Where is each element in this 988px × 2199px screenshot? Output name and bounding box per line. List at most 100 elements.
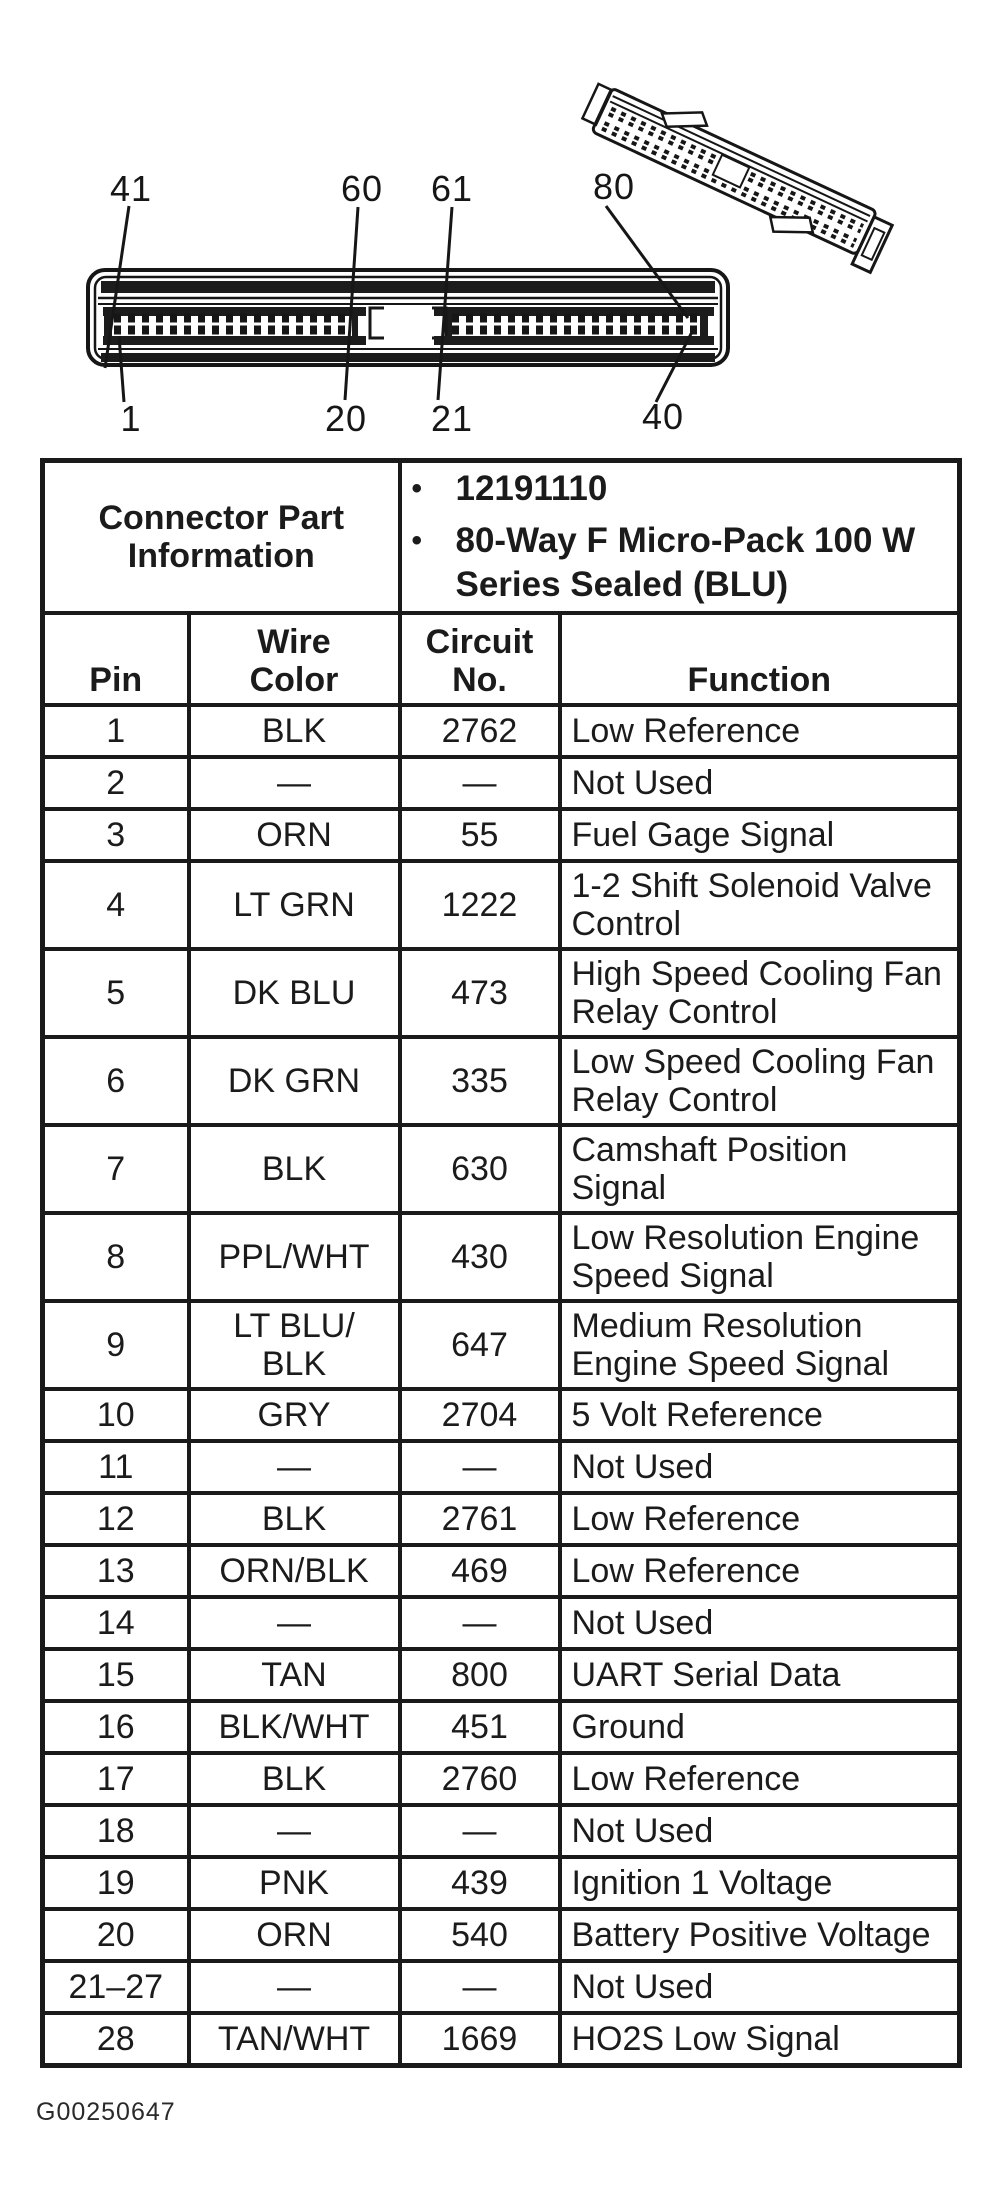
pin-cell: 9 <box>40 1299 191 1391</box>
function-cell: Not Used <box>557 1959 962 2015</box>
table-row: 11— — Not Used <box>40 1439 962 1495</box>
leader-lines <box>103 205 695 403</box>
col-header-pin: Pin <box>40 611 191 707</box>
circuit-no-cell: 473 <box>397 947 562 1039</box>
pin-40-label: 40 <box>641 396 685 437</box>
pin-cell: 20 <box>40 1907 191 1963</box>
pin-41-label: 41 <box>109 168 153 209</box>
wire-color-cell: ORN <box>186 1907 402 1963</box>
table-row: 9 LT BLU/ BLK 647 Medium Resolution Engine … <box>40 1299 962 1391</box>
wire-color-cell: GRY <box>186 1387 402 1443</box>
table-row: 5 DK BLU 473 High Speed Cooling Fan Relay C… <box>40 947 962 1039</box>
circuit-no-cell: — <box>397 1595 562 1651</box>
table-row: 10 GRY 2704 5 Volt Reference <box>40 1387 962 1443</box>
connector-front-view <box>86 268 730 367</box>
wire-color-cell: LT GRN <box>186 859 402 951</box>
table-row: 8 PPL/WHT 430 Low Resolution Engine Speed S… <box>40 1211 962 1303</box>
table-row: 28 TAN/WHT 1669 HO2S Low Signal <box>40 2011 962 2067</box>
wire-color-cell: DK BLU <box>186 947 402 1039</box>
circuit-no-cell: 469 <box>397 1543 562 1599</box>
circuit-no-cell: 1669 <box>397 2011 562 2067</box>
function-cell: Low Resolution Engine Speed Signal <box>557 1211 962 1303</box>
function-cell: Low Reference <box>557 1543 962 1599</box>
figure-id: G00250647 <box>36 2098 176 2126</box>
function-cell: Battery Positive Voltage <box>557 1907 962 1963</box>
table-row: 3 ORN 55 Fuel Gage Signal <box>40 807 962 863</box>
column-header-row: Pin Wire Color Circuit No. Function <box>40 611 962 707</box>
function-cell: Low Reference <box>557 703 962 759</box>
circuit-no-cell: 2704 <box>397 1387 562 1443</box>
circuit-no-cell: 439 <box>397 1855 562 1911</box>
table-row: 7 BLK 630 Camshaft Position Signal <box>40 1123 962 1215</box>
pin-21-label: 21 <box>430 398 474 439</box>
pin-cell: 28 <box>40 2011 191 2067</box>
pin-60-label: 60 <box>340 168 384 209</box>
leader-60-20 <box>343 206 360 401</box>
circuit-no-cell: 647 <box>397 1299 562 1391</box>
pin-20-label: 20 <box>324 398 368 439</box>
function-cell: Not Used <box>557 755 962 811</box>
function-cell: Low Speed Cooling Fan Relay Control <box>557 1035 962 1127</box>
wire-color-cell: BLK <box>186 1491 402 1547</box>
bullet-icon: • <box>411 524 423 557</box>
pin-cell: 14 <box>40 1595 191 1651</box>
wire-color-cell: — <box>186 1959 402 2015</box>
function-cell: Ignition 1 Voltage <box>557 1855 962 1911</box>
part-description: 80-Way F Micro-Pack 100 W Series Sealed … <box>455 521 916 604</box>
circuit-no-cell: — <box>397 1439 562 1495</box>
pin-cell: 8 <box>40 1211 191 1303</box>
leader-41 <box>103 205 131 369</box>
circuit-no-cell: 1222 <box>397 859 562 951</box>
connector-pinout-table: Connector Part Information • 12191110 • … <box>40 458 963 2068</box>
circuit-no-cell: 2760 <box>397 1751 562 1807</box>
leader-61-21 <box>436 206 454 401</box>
pin-cell: 12 <box>40 1491 191 1547</box>
function-cell: 1-2 Shift Solenoid Valve Control <box>557 859 962 951</box>
col-header-function: Function <box>557 611 962 707</box>
table-row: 14— — Not Used <box>40 1595 962 1651</box>
circuit-no-cell: — <box>397 1803 562 1859</box>
connector-3d-view <box>580 82 895 275</box>
wire-color-cell: BLK <box>186 1751 402 1807</box>
circuit-no-cell: 430 <box>397 1211 562 1303</box>
leader-40 <box>654 329 695 403</box>
table-row: 15 TAN 800 UART Serial Data <box>40 1647 962 1703</box>
function-cell: HO2S Low Signal <box>557 2011 962 2067</box>
pin-cell: 13 <box>40 1543 191 1599</box>
function-cell: Not Used <box>557 1439 962 1495</box>
function-cell: Ground <box>557 1699 962 1755</box>
wire-color-cell: — <box>186 1803 402 1859</box>
pin-cell: 18 <box>40 1803 191 1859</box>
circuit-no-cell: 2762 <box>397 703 562 759</box>
pin-cell: 7 <box>40 1123 191 1215</box>
table-row: 2— — Not Used <box>40 755 962 811</box>
circuit-no-cell: — <box>397 755 562 811</box>
pin-cell: 16 <box>40 1699 191 1755</box>
circuit-no-cell: 451 <box>397 1699 562 1755</box>
circuit-no-cell: 335 <box>397 1035 562 1127</box>
pin-cell: 10 <box>40 1387 191 1443</box>
pin-cell: 15 <box>40 1647 191 1703</box>
table-row: 16 BLK/WHT 451 Ground <box>40 1699 962 1755</box>
circuit-no-cell: 55 <box>397 807 562 863</box>
table-row: 13 ORN/BLK 469 Low Reference <box>40 1543 962 1599</box>
function-cell: Low Reference <box>557 1491 962 1547</box>
table-row: 6 DK GRN 335 Low Speed Cooling Fan Relay Co… <box>40 1035 962 1127</box>
part-description-item: • 80-Way F Micro-Pack 100 W Series Seale… <box>412 519 948 607</box>
function-cell: Camshaft Position Signal <box>557 1123 962 1215</box>
pin-cell: 1 <box>40 703 191 759</box>
part-number: 12191110 <box>455 469 608 508</box>
wire-color-cell: ORN/BLK <box>186 1543 402 1599</box>
table-row: 1 BLK 2762 Low Reference <box>40 703 962 759</box>
pin-cell: 19 <box>40 1855 191 1911</box>
table-row: 21–27— — Not Used <box>40 1959 962 2015</box>
col-header-circuit: Circuit No. <box>397 611 562 707</box>
table-row: 20 ORN 540 Battery Positive Voltage <box>40 1907 962 1963</box>
table-row: 18— — Not Used <box>40 1803 962 1859</box>
wire-color-cell: ORN <box>186 807 402 863</box>
wire-color-cell: PNK <box>186 1855 402 1911</box>
table-row: 19 PNK 439 Ignition 1 Voltage <box>40 1855 962 1911</box>
connector-diagram <box>86 82 895 403</box>
part-info-details: • 12191110 • 80-Way F Micro-Pack 100 W S… <box>397 458 962 615</box>
